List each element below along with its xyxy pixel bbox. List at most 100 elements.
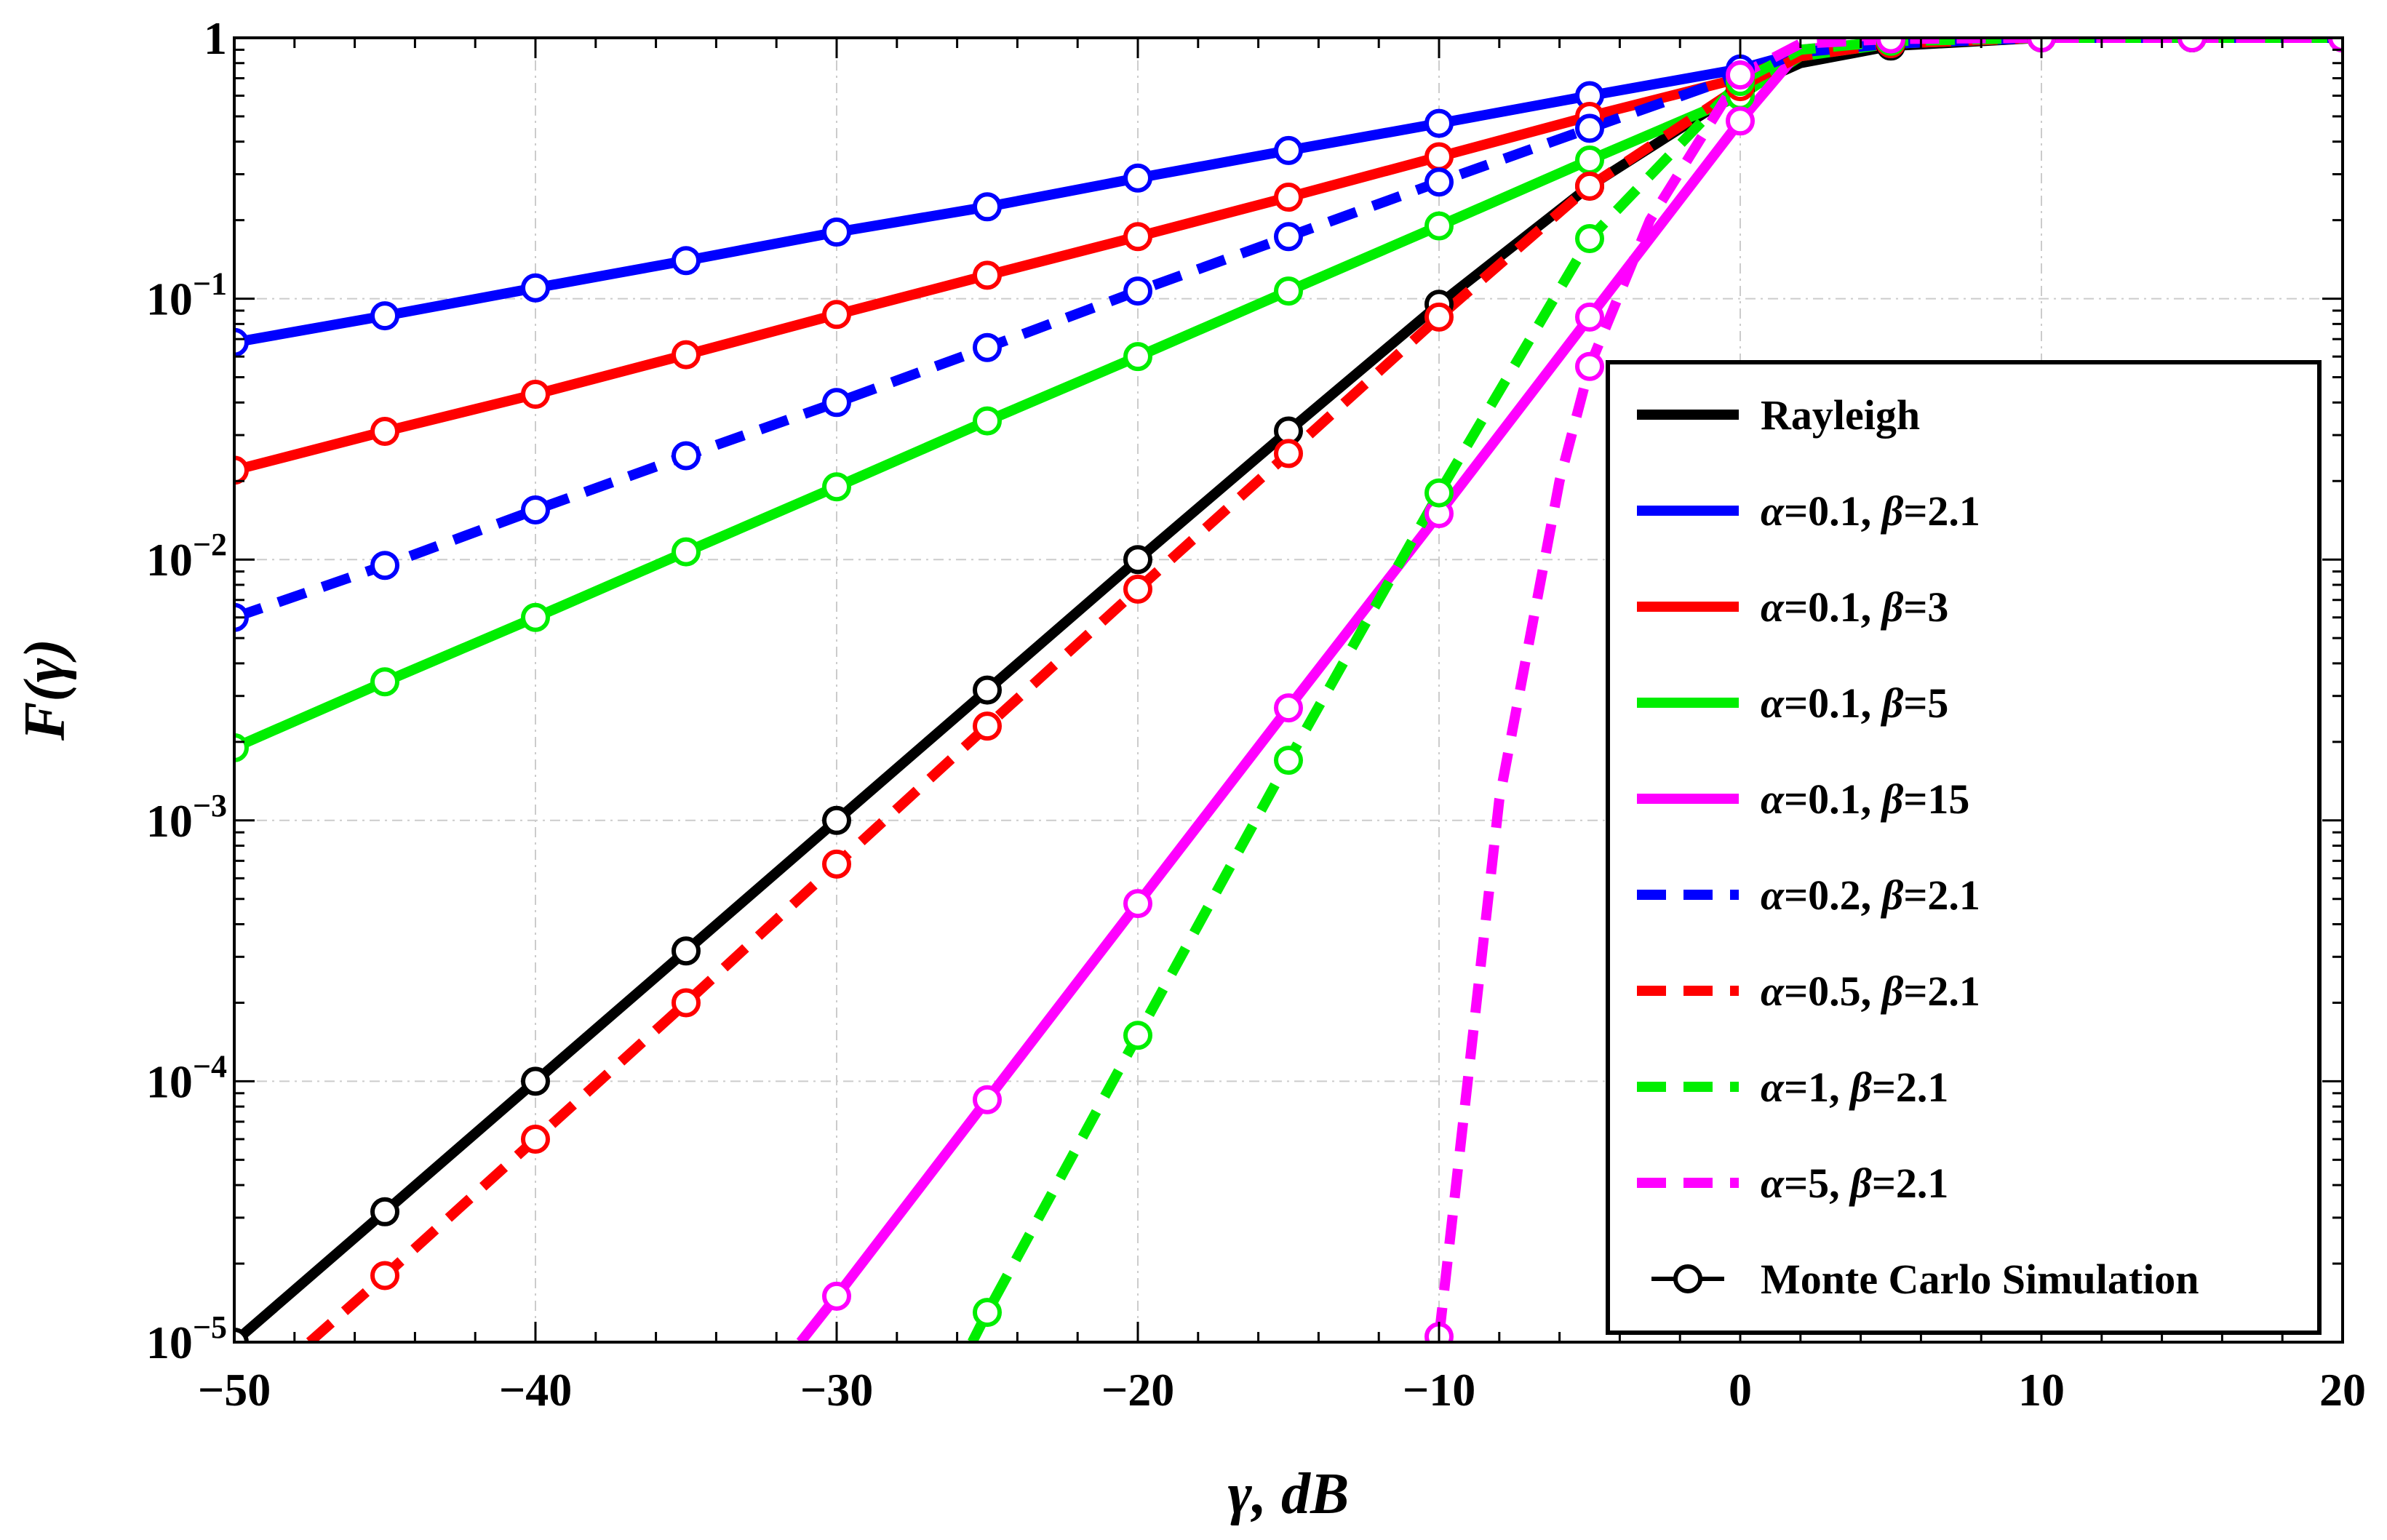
legend-label-a01b21: α=0.1, β=2.1 — [1761, 487, 1980, 535]
marker-a01b5 — [1123, 342, 1152, 372]
x-tick-label: 20 — [2319, 1364, 2366, 1416]
marker-a02b21 — [1575, 113, 1604, 143]
marker-a01b3 — [973, 260, 1002, 290]
x-tick-label: −40 — [499, 1364, 572, 1416]
legend-label-monte-carlo: Monte Carlo Simulation — [1761, 1256, 2199, 1303]
marker-a01b21 — [370, 301, 399, 331]
marker-a1b21 — [1575, 223, 1604, 253]
marker-a01b15 — [822, 1281, 851, 1311]
marker-a01b21 — [1424, 108, 1454, 138]
marker-a05b21 — [1424, 302, 1454, 332]
marker-rayleigh — [822, 805, 851, 835]
marker-a01b3 — [672, 340, 701, 370]
marker-a01b5 — [521, 602, 550, 632]
marker-a01b3 — [370, 416, 399, 446]
legend-label-a05b21: α=0.5, β=2.1 — [1761, 968, 1980, 1015]
marker-a05b21 — [973, 711, 1002, 741]
marker-a05b21 — [672, 988, 701, 1018]
marker-a1b21 — [973, 1298, 1002, 1328]
x-tick-label: −30 — [800, 1364, 873, 1416]
marker-rayleigh — [521, 1066, 550, 1096]
marker-a02b21 — [973, 332, 1002, 362]
marker-a02b21 — [1274, 222, 1303, 252]
marker-a01b5 — [1575, 145, 1604, 175]
marker-rayleigh — [672, 936, 701, 966]
marker-a01b21 — [973, 192, 1002, 222]
legend-marker-monte-carlo — [1673, 1264, 1702, 1293]
marker-a02b21 — [672, 441, 701, 471]
marker-a05b21 — [822, 849, 851, 879]
y-tick-label: 10−4 — [146, 1048, 227, 1107]
marker-a01b5 — [1424, 211, 1454, 241]
legend-label-a1b21: α=1, β=2.1 — [1761, 1064, 1948, 1111]
marker-a01b5 — [370, 667, 399, 697]
marker-a01b21 — [521, 273, 550, 303]
marker-a01b3 — [822, 300, 851, 330]
marker-a01b5 — [672, 537, 701, 567]
marker-a1b21 — [1274, 746, 1303, 775]
x-tick-label: 10 — [2018, 1364, 2065, 1416]
y-tick-label: 10−3 — [146, 788, 227, 847]
marker-a05b21 — [1575, 171, 1604, 201]
y-tick-label: 10−5 — [146, 1309, 227, 1368]
marker-a01b3 — [1123, 222, 1152, 252]
marker-a01b21 — [822, 218, 851, 247]
plot-frame — [233, 36, 2344, 1344]
legend-label-a01b15: α=0.1, β=15 — [1761, 775, 1969, 823]
marker-a01b3 — [1424, 142, 1454, 172]
marker-a02b21 — [370, 551, 399, 581]
series-line-a05b21 — [306, 38, 2343, 1342]
marker-a5b21 — [2177, 38, 2207, 52]
marker-a01b5 — [1274, 276, 1303, 306]
marker-a05b21 — [521, 1124, 550, 1154]
marker-a01b5 — [822, 472, 851, 502]
marker-a5b21 — [1575, 351, 1604, 381]
marker-a02b21 — [521, 495, 550, 524]
marker-a05b21 — [1123, 574, 1152, 604]
legend-label-a01b3: α=0.1, β=3 — [1761, 583, 1948, 631]
legend-box — [1606, 360, 2322, 1335]
x-axis-ticks: −50 −40 −30 −20 −10 0 10 20 — [198, 1364, 2366, 1416]
marker-a1b21 — [1123, 1021, 1152, 1050]
marker-a05b21 — [1274, 439, 1303, 468]
marker-a01b3 — [1274, 183, 1303, 212]
marker-a01b15 — [1575, 302, 1604, 332]
marker-a01b5 — [973, 406, 1002, 436]
marker-a01b15 — [1274, 693, 1303, 723]
series-markers — [234, 38, 2343, 1342]
y-axis-title: F(γ) — [13, 639, 77, 741]
marker-a01b15 — [973, 1085, 1002, 1114]
marker-rayleigh — [1123, 545, 1152, 575]
legend-label-a5b21: α=5, β=2.1 — [1761, 1160, 1948, 1207]
marker-a1b21 — [1424, 478, 1454, 508]
marker-rayleigh — [973, 675, 1002, 705]
marker-a5b21 — [2328, 38, 2343, 52]
y-tick-label: 10−1 — [146, 266, 227, 325]
marker-a01b3 — [521, 380, 550, 410]
marker-a02b21 — [822, 388, 851, 418]
legend-label-a01b5: α=0.1, β=5 — [1761, 679, 1948, 727]
marker-rayleigh — [370, 1197, 399, 1226]
marker-a05b21 — [370, 1261, 399, 1290]
series-line-a1b21 — [968, 38, 2343, 1342]
marker-a01b21 — [1123, 163, 1152, 193]
x-tick-label: −50 — [198, 1364, 271, 1416]
marker-rayleigh — [234, 1328, 249, 1342]
x-axis-title: γ, dB — [1228, 1462, 1350, 1526]
marker-a5b21 — [1726, 60, 1755, 90]
marker-a01b3 — [234, 455, 249, 485]
legend: Rayleigh α=0.1, β=2.1 α=0.1, β=3 α=0.1, β=5… — [1606, 360, 2322, 1335]
y-axis-ticks: 1 10−1 10−2 10−3 10−4 10−5 — [146, 12, 227, 1368]
x-tick-label: −20 — [1101, 1364, 1174, 1416]
marker-a02b21 — [1123, 276, 1152, 306]
marker-a02b21 — [1424, 167, 1454, 197]
marker-a01b21 — [1274, 135, 1303, 165]
x-tick-label: 0 — [1729, 1364, 1752, 1416]
y-tick-label: 1 — [204, 12, 227, 64]
marker-a01b15 — [1726, 106, 1755, 136]
marker-a01b21 — [672, 246, 701, 276]
legend-label-a02b21: α=0.2, β=2.1 — [1761, 871, 1980, 919]
marker-a01b15 — [1123, 889, 1152, 919]
marker-a01b21 — [234, 327, 249, 357]
